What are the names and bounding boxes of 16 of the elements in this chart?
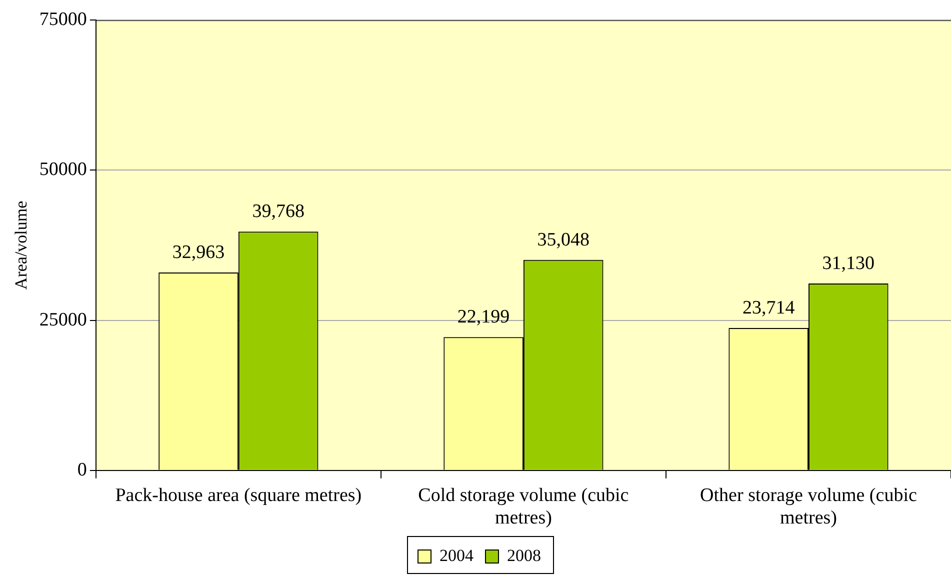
data-label: 23,714 bbox=[742, 297, 796, 318]
data-label: 35,048 bbox=[537, 229, 590, 250]
y-tick-label: 75000 bbox=[39, 8, 87, 30]
y-tick-label: 0 bbox=[77, 459, 87, 480]
x-tick-label: Cold storage volume (cubic metres) bbox=[418, 484, 629, 529]
y-axis-title: Area/volume bbox=[12, 200, 31, 290]
y-tick-label: 50000 bbox=[39, 159, 87, 180]
data-label: 39,768 bbox=[252, 201, 304, 222]
x-tick-label: Pack-house area (square metres) bbox=[115, 484, 362, 506]
legend-label: 2008 bbox=[507, 546, 541, 565]
legend-label: 2004 bbox=[440, 546, 474, 565]
x-tick-label: Other storage volume (cubic metres) bbox=[700, 484, 917, 529]
data-label: 32,963 bbox=[172, 242, 225, 263]
y-tick-label: 25000 bbox=[39, 309, 87, 330]
data-label: 22,199 bbox=[457, 306, 510, 328]
data-label: 31,130 bbox=[822, 252, 875, 274]
